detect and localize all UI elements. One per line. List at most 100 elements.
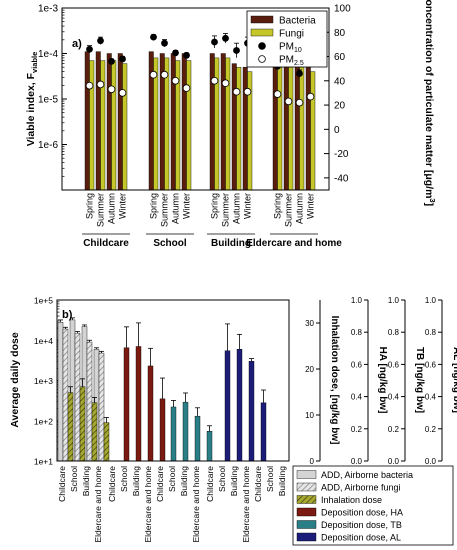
panel-b-x-labels: Childcare School Building Eldercare and hom…	[57, 466, 287, 543]
panel-b-bar	[98, 352, 105, 462]
panel-b-right-axis-label: HA [ng/kg bw]	[377, 347, 388, 414]
panel-a-bar-fungi	[299, 66, 305, 191]
panel-b-x-tick-label: School	[217, 466, 227, 492]
panel-a-season-label: Autumn	[107, 193, 117, 224]
panel-b-right-axis-tick-label: 0.8	[351, 328, 363, 337]
panel-a-label: a)	[72, 38, 82, 50]
panel-a-legend-marker	[258, 42, 266, 50]
panel-a-point-pm10	[86, 45, 93, 53]
panel-a-bar-fungi	[122, 63, 128, 191]
panel-a-bar-fungi	[89, 60, 95, 191]
panel-b-right-axes: 0 10 20 30 Inhalation dose, [ng/kg bw] 0.0 0.2…	[305, 296, 457, 466]
panel-b-bar	[67, 392, 74, 462]
panel-a-bar-bacteria	[117, 53, 123, 191]
panel-a-legend-marker	[258, 55, 266, 63]
panel-b-bar	[91, 402, 98, 462]
panel-a-season-label: Autumn	[232, 193, 242, 224]
panel-a-y2-tick-label: -40	[334, 173, 349, 184]
panel-a-y-tick-label: 1e-3	[38, 4, 58, 15]
panel-a-point-pm10	[161, 39, 168, 47]
panel-a-bar-fungi	[288, 66, 294, 191]
panel-a-bar-bacteria	[170, 53, 176, 191]
panel-a: 1e-6 1e-5 1e-4 1e-3 -40 -20 0 20 40 60 80 100 a) Vi…	[25, 0, 437, 249]
panel-b-x-tick-label: School	[265, 466, 275, 492]
panel-a-point-pm25	[96, 80, 105, 89]
panel-b-x-tick-label: School	[119, 466, 129, 492]
panel-a-bar-bacteria	[220, 53, 226, 191]
panel-a-bar-fungi	[225, 57, 231, 191]
panel-a-point-pm10	[172, 49, 179, 57]
panel-b-right-axis-label: Inhalation dose, [ng/kg bw]	[329, 316, 340, 445]
panel-b-right-axis-tick-label: 0.0	[351, 457, 363, 466]
panel-b-label: b)	[62, 309, 73, 321]
panel-a-point-pm25	[182, 84, 191, 92]
panel-b-bar	[159, 398, 166, 462]
panel-b-right-axis-tick-label: 0.0	[388, 457, 400, 466]
panel-b-legend: ADD, Airborne bacteria ADD, Airborne fung…	[292, 465, 454, 546]
panel-b-right-axis-tick-label: 0.8	[425, 328, 437, 337]
panel-a-bar-fungi	[310, 71, 316, 191]
panel-a-point-pm10	[222, 34, 229, 42]
panel-b-right-axis-label: TB [ng/kg bw]	[414, 347, 425, 413]
panel-a-point-pm10	[296, 70, 303, 77]
panel-b-right-axis-tick-label: 0.8	[388, 328, 400, 337]
panel-b-x-tick-label: Building	[179, 466, 189, 497]
panel-b-x-tick-label: Eldercare and home	[191, 466, 201, 543]
panel-a-point-pm25	[273, 90, 282, 98]
panel-a-y2-axis-label: Concentration of particulate matter [μg/…	[423, 0, 437, 206]
panel-a-point-pm10	[233, 47, 240, 54]
panel-a-group-label: Childcare	[83, 238, 129, 249]
panel-b-right-axis-tick-label: 1.0	[425, 296, 437, 305]
panel-a-point-pm25	[171, 77, 180, 85]
panel-b-bar	[182, 401, 189, 462]
panel-b-bar	[57, 322, 64, 462]
panel-a-point-pm25	[85, 81, 94, 90]
panel-a-bar-bacteria	[181, 53, 187, 191]
panel-a-season-label: Summer	[221, 193, 231, 227]
panel-b-bar	[170, 406, 177, 462]
panel-a-season-label: Spring	[210, 193, 220, 219]
panel-b-legend-box	[292, 465, 454, 546]
panel-b-x-tick-label: Childcare	[205, 466, 215, 502]
panel-b-right-axis-tick-label: 0.2	[425, 425, 437, 434]
panel-b-bar	[147, 365, 154, 462]
panel-a-bar-bacteria	[106, 53, 112, 191]
panel-b-right-axis-tick-label: 1.0	[388, 296, 400, 305]
panel-a-season-label: Spring	[85, 193, 95, 219]
panel-b-legend-label: ADD, Airborne fungi	[321, 483, 401, 493]
panel-a-point-pm25	[210, 77, 219, 85]
panel-a-point-pm10	[97, 37, 104, 45]
panel-a-point-pm10	[183, 51, 190, 59]
panel-b-right-axis-tick-label: 0.6	[388, 360, 400, 369]
panel-b-bar	[194, 415, 201, 462]
panel-b-x-tick-label: Childcare	[107, 466, 117, 502]
panel-a-group-label: Eldercare and home	[246, 238, 342, 249]
panel-b-right-axis-tick-label: 0.2	[388, 425, 400, 434]
panel-a-y-axis-label: Viable index, Fviable	[25, 52, 39, 147]
panel-a-legend-swatch	[250, 15, 274, 24]
panel-b-bar	[79, 386, 86, 462]
panel-b-bar	[260, 402, 267, 462]
panel-a-bar-bacteria	[231, 63, 237, 191]
panel-a-bar-fungi	[100, 60, 106, 191]
panel-a-season-label: Autumn	[171, 193, 181, 224]
panel-a-frame	[61, 7, 330, 191]
panel-b-bar	[135, 346, 142, 462]
panel-a-bar-bacteria	[95, 51, 101, 191]
panel-b-right-axis-tick-label: 1.0	[351, 296, 363, 305]
panel-a-y2-tick-label: 40	[334, 76, 346, 87]
panel-a-legend-label: Bacteria	[279, 16, 316, 27]
panel-a-point-pm25	[306, 92, 315, 101]
panel-b-bar	[74, 332, 81, 462]
panel-b-bar	[224, 350, 231, 462]
panel-a-y2-tick-label: 60	[334, 52, 346, 63]
panel-b-legend-label: ADD, Airborne bacteria	[321, 470, 413, 480]
panel-a-point-pm25	[243, 87, 252, 96]
panel-b-x-tick-label: School	[69, 466, 79, 492]
panel-b-right-axis-tick-label: 20	[305, 365, 314, 374]
panel-a-point-pm25	[284, 97, 293, 106]
panel-a-point-pm25	[232, 87, 241, 96]
panel-a-season-label: Spring	[149, 193, 159, 219]
